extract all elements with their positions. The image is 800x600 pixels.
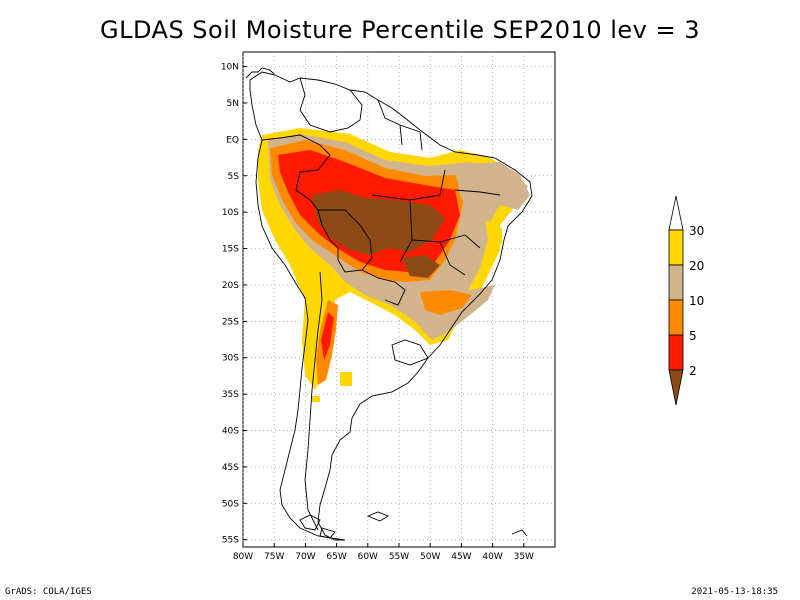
colorbar-2-5 xyxy=(668,334,684,371)
lon-tick-label: 40W xyxy=(482,552,502,562)
south-georgia xyxy=(511,529,528,537)
central-america xyxy=(245,67,275,79)
colorbar-label-5: 5 xyxy=(689,329,697,343)
border-colombia-venezuela xyxy=(299,77,363,133)
field-region-patch-1 xyxy=(340,372,352,386)
border-bolivia-paraguay xyxy=(361,269,406,306)
lat-tick-label: EQ xyxy=(226,135,239,145)
axis-labels: 80W 75W 70W 65W 60W 55W 50W 45W 40W 35W 10N 5N EQ 5S 1… xyxy=(221,63,534,562)
border-uruguay xyxy=(391,339,429,366)
falklands xyxy=(366,511,389,522)
colorbar-label-20: 20 xyxy=(689,259,704,273)
lat-tick-label: 10N xyxy=(221,63,239,73)
colorbar-label-30: 30 xyxy=(689,224,704,238)
field-region-northeast xyxy=(455,162,530,222)
lat-tick-label: 35S xyxy=(222,390,239,400)
colorbar-10-20 xyxy=(668,264,684,301)
tierra-del-fuego xyxy=(299,514,336,539)
field-region-patch-3 xyxy=(490,228,502,244)
lon-tick-label: 80W xyxy=(233,552,253,562)
field-region-andes-red xyxy=(321,312,334,360)
coastline xyxy=(245,67,533,541)
border-brazil-states xyxy=(371,169,501,276)
colorbar-above-30 xyxy=(668,195,684,231)
lon-tick-label: 75W xyxy=(264,552,284,562)
map-title: GLDAS Soil Moisture Percentile SEP2010 l… xyxy=(100,16,700,44)
lat-tick-label: 10S xyxy=(222,208,239,218)
lat-tick-label: 30S xyxy=(222,354,239,364)
lat-tick-label: 40S xyxy=(222,427,239,437)
field-region-southeast-orange xyxy=(420,290,472,315)
border-bolivia xyxy=(318,209,373,273)
lon-tick-label: 60W xyxy=(358,552,378,562)
soil-moisture-field xyxy=(258,128,530,402)
lat-tick-label: 55S xyxy=(222,536,239,546)
lat-tick-label: 25S xyxy=(222,317,239,327)
border-argentina-chile xyxy=(304,271,323,531)
colorbar-20-30 xyxy=(668,229,684,266)
border-guianas xyxy=(377,99,423,151)
lon-tick-label: 45W xyxy=(451,552,471,562)
lat-tick-label: 5N xyxy=(227,99,239,109)
lon-tick-label: 55W xyxy=(389,552,409,562)
colorbar: 30 20 10 5 2 xyxy=(668,195,704,406)
lat-tick-label: 15S xyxy=(222,245,239,255)
colorbar-label-2: 2 xyxy=(689,364,697,378)
footer-credit: GrADS: COLA/IGES xyxy=(5,587,92,597)
colorbar-below-2 xyxy=(668,369,684,406)
colorbar-5-10 xyxy=(668,299,684,336)
lat-tick-label: 5S xyxy=(228,172,240,182)
border-colombia-south xyxy=(261,134,331,173)
field-region-below-2-b xyxy=(402,255,440,278)
lon-tick-label: 70W xyxy=(295,552,315,562)
south-america-coastline xyxy=(249,71,533,541)
lon-tick-label: 65W xyxy=(326,552,346,562)
colorbar-label-10: 10 xyxy=(689,294,704,308)
lon-tick-label: 50W xyxy=(420,552,440,562)
footer-timestamp: 2021-05-13-18:35 xyxy=(691,587,778,597)
lat-tick-label: 50S xyxy=(222,499,239,509)
field-region-patch-2 xyxy=(312,396,320,402)
lat-tick-label: 20S xyxy=(222,281,239,291)
lon-tick-label: 35W xyxy=(514,552,534,562)
lat-tick-label: 45S xyxy=(222,463,239,473)
